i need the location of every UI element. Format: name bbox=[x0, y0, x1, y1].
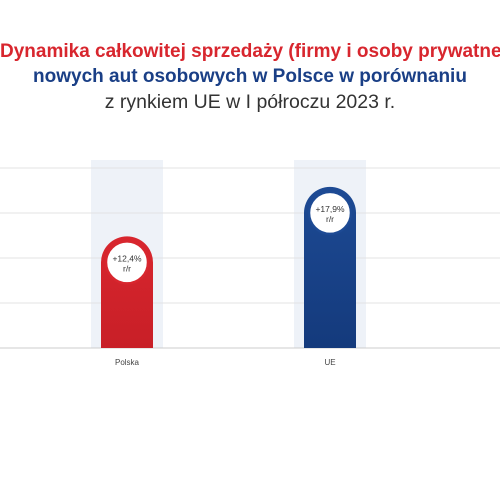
chart-title-line-1: Dynamika całkowitej sprzedaży (firmy i o… bbox=[0, 41, 500, 62]
data-label-value: +17,9% bbox=[315, 204, 345, 214]
value-badge-polska bbox=[104, 240, 150, 285]
bars: +12,4%r/r+17,9%r/r bbox=[101, 186, 356, 348]
data-label-unit: r/r bbox=[326, 214, 334, 224]
category-label-polska: Polska bbox=[115, 358, 140, 367]
chart-subtitle: z rynkiem UE w I półroczu 2023 r. bbox=[104, 91, 396, 113]
gridlines bbox=[0, 167, 500, 349]
chart-title-line-2: nowych aut osobowych w Polsce w porównan… bbox=[33, 66, 467, 87]
data-label-value: +12,4% bbox=[112, 253, 142, 263]
category-labels: Polska UE bbox=[115, 358, 336, 367]
category-label-ue: UE bbox=[324, 358, 335, 367]
data-label-unit: r/r bbox=[123, 263, 131, 273]
value-badge-ue bbox=[307, 190, 353, 236]
